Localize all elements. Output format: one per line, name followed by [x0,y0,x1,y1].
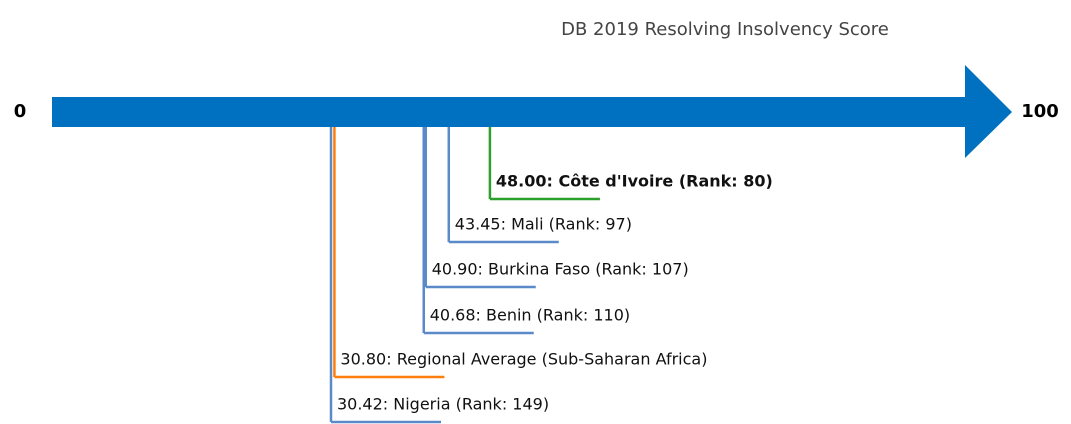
axis-arrow-head [965,65,1012,158]
marker-label: 30.42: Nigeria (Rank: 149) [337,395,549,414]
marker-label: 48.00: Côte d'Ivoire (Rank: 80) [496,172,773,191]
axis-end-label: 100 [1021,101,1059,122]
marker-label: 30.80: Regional Average (Sub-Saharan Afr… [340,350,707,369]
marker-label: 43.45: Mali (Rank: 97) [455,215,632,234]
marker-label: 40.90: Burkina Faso (Rank: 107) [432,260,689,279]
chart-title: DB 2019 Resolving Insolvency Score [561,19,889,40]
marker-label: 40.68: Benin (Rank: 110) [430,306,630,325]
axis-arrow-shaft [52,97,968,127]
axis-end-label: 0 [14,101,27,122]
